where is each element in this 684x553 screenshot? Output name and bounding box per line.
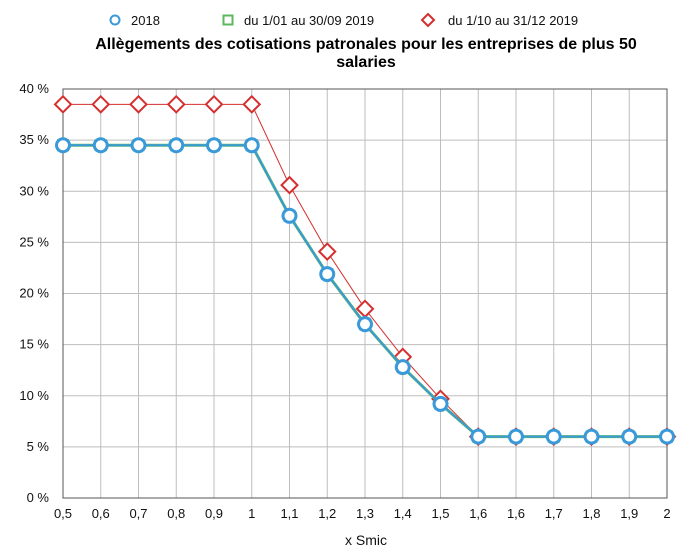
data-point-circle: [206, 137, 222, 154]
chart-title-line-2: salaries: [336, 54, 396, 71]
y-tick-label: 15 %: [19, 337, 49, 352]
y-tick-label: 0 %: [27, 490, 50, 505]
data-point-circle: [470, 428, 487, 445]
y-tick-label: 25 %: [19, 234, 49, 249]
x-tick-label: 1,8: [582, 506, 600, 521]
x-axis-title: x Smic: [345, 532, 387, 548]
data-point-diamond: [242, 94, 262, 114]
x-tick-label: 1,2: [318, 506, 336, 521]
data-point-circle: [168, 137, 185, 154]
y-tick-label: 20 %: [19, 286, 49, 301]
x-tick-label: 0,7: [129, 506, 147, 521]
data-point-circle: [545, 428, 562, 445]
legend-item-2018: 2018: [109, 13, 160, 28]
data-point-circle: [281, 207, 298, 224]
x-tick-label: 1: [248, 506, 255, 521]
data-point-diamond: [280, 175, 299, 195]
y-tick-label: 10 %: [19, 388, 49, 403]
x-tick-label: 1,4: [394, 506, 412, 521]
data-point-circle: [659, 428, 675, 445]
data-point-diamond: [91, 94, 111, 114]
axes: 0 % 5 % 10 % 15 % 20 % 25 % 30 % 35 % 40 % 0,5 0,6…: [19, 81, 670, 521]
x-tick-label: 0,5: [54, 506, 72, 521]
data-point-circle: [508, 428, 524, 445]
y-tick-label: 5 %: [27, 439, 50, 454]
data-point-diamond: [317, 242, 337, 261]
y-tick-label: 30 %: [19, 183, 49, 198]
legend-item-2019-jan-sep: du 1/01 au 30/09 2019: [222, 13, 374, 28]
x-tick-label: 0,9: [205, 506, 223, 521]
data-point-circle: [357, 316, 373, 333]
data-point-diamond: [204, 94, 224, 114]
x-tick-label: 1,6: [507, 506, 525, 521]
series-layer: [53, 94, 677, 447]
chart-title-line-1: Allègements des cotisations patronales p…: [95, 36, 637, 53]
legend: 2018 du 1/01 au 30/09 2019 du 1/10 au 31…: [109, 12, 578, 28]
x-tick-label: 1,1: [280, 506, 298, 521]
data-point-circle: [394, 359, 411, 376]
legend-item-2019-oct-dec: du 1/10 au 31/12 2019: [420, 12, 578, 28]
data-point-circle: [243, 137, 260, 154]
data-point-diamond: [129, 94, 148, 114]
legend-label: 2018: [131, 13, 160, 28]
data-point-circle: [92, 137, 109, 154]
x-tick-label: 0,6: [92, 506, 110, 521]
data-point-diamond: [53, 94, 73, 114]
data-point-circle: [55, 137, 71, 154]
x-tick-label: 1,6: [469, 506, 487, 521]
y-tick-label: 35 %: [19, 132, 49, 147]
data-point-circle: [583, 428, 600, 445]
x-tick-label: 0,8: [167, 506, 185, 521]
x-tick-label: 1,9: [620, 506, 638, 521]
y-tick-label: 40 %: [19, 81, 49, 96]
legend-diamond-marker-icon: [420, 12, 436, 28]
legend-square-marker-icon: [222, 14, 234, 26]
data-point-circle: [319, 266, 336, 283]
x-tick-label: 1,3: [356, 506, 374, 521]
data-point-diamond: [166, 94, 186, 114]
data-point-circle: [621, 428, 638, 445]
legend-circle-marker-icon: [109, 14, 121, 26]
series-0: [55, 137, 675, 445]
x-tick-label: 1,5: [431, 506, 449, 521]
plot-frame: [62, 88, 668, 499]
legend-label: du 1/01 au 30/09 2019: [244, 13, 374, 28]
legend-label: du 1/10 au 31/12 2019: [448, 13, 578, 28]
data-point-circle: [432, 395, 449, 412]
x-tick-label: 2: [663, 506, 670, 521]
x-tick-label: 1,7: [545, 506, 563, 521]
data-point-circle: [130, 137, 147, 154]
